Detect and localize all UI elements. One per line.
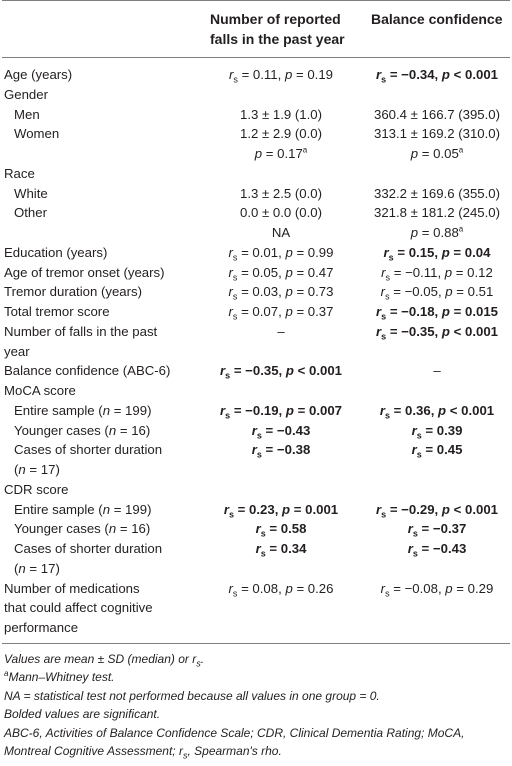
row-label: Balance confidence (ABC-6) bbox=[4, 363, 171, 379]
cell-balance: rs = 0.39 bbox=[411, 422, 463, 441]
footnote: aMann–Whitney test. bbox=[4, 669, 115, 685]
cell-falls: 0.0 ± 0.0 (0.0) bbox=[239, 205, 322, 221]
row-label: Age of tremor onset (years) bbox=[4, 264, 165, 280]
cell-balance: rs = 0.45 bbox=[411, 442, 463, 460]
cell-falls: rs = 0.05, p = 0.47 bbox=[228, 264, 334, 283]
cell-balance: rs = 0.36, p < 0.001 bbox=[379, 402, 495, 421]
row-label: (n = 17) bbox=[14, 560, 60, 576]
cell-falls: rs = 0.34 bbox=[255, 541, 307, 559]
cell-balance: p = 0.88a bbox=[410, 224, 464, 240]
cell-falls: 1.3 ± 2.5 (0.0) bbox=[239, 185, 322, 201]
row-label: MoCA score bbox=[4, 383, 76, 398]
cell-balance: 321.8 ± 181.2 (245.0) bbox=[373, 205, 500, 221]
bottom-rule bbox=[2, 643, 510, 644]
cell-balance: p = 0.05a bbox=[410, 145, 464, 161]
cell-falls: rs = −0.43 bbox=[251, 422, 311, 441]
row-label: White bbox=[14, 185, 48, 201]
row-label: Men bbox=[14, 106, 40, 122]
cell-falls: p = 0.17a bbox=[254, 145, 308, 161]
cell-balance: rs = −0.05, p = 0.51 bbox=[380, 284, 494, 302]
row-label: Total tremor score bbox=[4, 304, 110, 319]
cell-balance: rs = −0.37 bbox=[407, 521, 467, 539]
cell-balance: rs = −0.35, p < 0.001 bbox=[376, 323, 498, 342]
header-rule bbox=[2, 57, 510, 58]
row-label: year bbox=[4, 343, 30, 359]
row-label: Women bbox=[14, 126, 60, 142]
cell-falls: – bbox=[277, 323, 285, 339]
row-label: that could affect cognitive bbox=[4, 600, 153, 616]
cell-balance: rs = −0.34, p < 0.001 bbox=[376, 67, 498, 85]
row-label: Younger cases (n = 16) bbox=[14, 422, 151, 438]
footnote: NA = statistical test not performed beca… bbox=[4, 688, 380, 703]
header-falls-line1: Number of reported bbox=[210, 11, 341, 27]
cell-falls: rs = 0.01, p = 0.99 bbox=[228, 244, 334, 263]
cell-falls: rs = 0.08, p = 0.26 bbox=[228, 580, 334, 599]
row-label: Cases of shorter duration bbox=[14, 541, 163, 556]
row-label: Race bbox=[4, 165, 35, 181]
footnote: ABC-6, Activities of Balance Confidence … bbox=[4, 725, 465, 740]
cell-falls: rs = −0.38 bbox=[251, 442, 311, 460]
row-label: Entire sample (n = 199) bbox=[14, 501, 152, 517]
cell-falls: rs = 0.07, p = 0.37 bbox=[228, 304, 334, 322]
footnote: Montreal Cognitive Assessment; rs, Spear… bbox=[4, 744, 282, 761]
footnote: Bolded values are significant. bbox=[4, 707, 161, 722]
cell-balance: 360.4 ± 166.7 (395.0) bbox=[373, 106, 500, 122]
row-label: Number of medications bbox=[4, 580, 140, 596]
row-label: (n = 17) bbox=[14, 462, 60, 477]
header-balance: Balance confidence bbox=[371, 11, 503, 27]
row-label: Education (years) bbox=[4, 244, 108, 260]
cell-falls: rs = 0.23, p = 0.001 bbox=[223, 501, 339, 520]
cell-balance: rs = −0.11, p = 0.12 bbox=[381, 264, 493, 283]
cell-falls: rs = 0.11, p = 0.19 bbox=[229, 67, 333, 85]
cell-balance: – bbox=[433, 363, 441, 379]
row-label: Number of falls in the past bbox=[4, 323, 158, 339]
cell-balance: rs = −0.18, p = 0.015 bbox=[376, 304, 498, 322]
cell-balance: rs = −0.43 bbox=[407, 541, 467, 559]
row-label: Tremor duration (years) bbox=[4, 284, 143, 300]
row-label: Other bbox=[14, 205, 47, 221]
row-label: Cases of shorter duration bbox=[14, 442, 163, 458]
cell-falls: rs = −0.35, p < 0.001 bbox=[220, 363, 342, 381]
row-label: Age (years) bbox=[4, 67, 73, 82]
row-label: Younger cases (n = 16) bbox=[14, 521, 151, 537]
cell-falls: 1.2 ± 2.9 (0.0) bbox=[239, 126, 322, 142]
cell-falls: NA bbox=[271, 225, 291, 240]
cell-falls: rs = −0.19, p = 0.007 bbox=[220, 402, 342, 421]
footnote: Values are mean ± SD (median) or rs. bbox=[4, 652, 205, 669]
row-label: performance bbox=[4, 620, 79, 635]
cell-balance: 332.2 ± 169.6 (355.0) bbox=[373, 185, 500, 201]
top-rule bbox=[2, 0, 510, 1]
row-label: Entire sample (n = 199) bbox=[14, 402, 152, 418]
cell-falls: 1.3 ± 1.9 (1.0) bbox=[239, 106, 322, 122]
cell-balance: 313.1 ± 169.2 (310.0) bbox=[373, 126, 500, 142]
cell-balance: rs = 0.15, p = 0.04 bbox=[383, 244, 491, 263]
cell-balance: rs = −0.08, p = 0.29 bbox=[380, 580, 494, 599]
row-label: Gender bbox=[4, 86, 48, 102]
row-label: CDR score bbox=[4, 481, 69, 497]
cell-falls: rs = 0.03, p = 0.73 bbox=[228, 284, 334, 302]
cell-falls: rs = 0.58 bbox=[255, 521, 307, 539]
cell-balance: rs = −0.29, p < 0.001 bbox=[376, 501, 498, 520]
header-falls-line2: falls in the past year bbox=[210, 31, 345, 47]
